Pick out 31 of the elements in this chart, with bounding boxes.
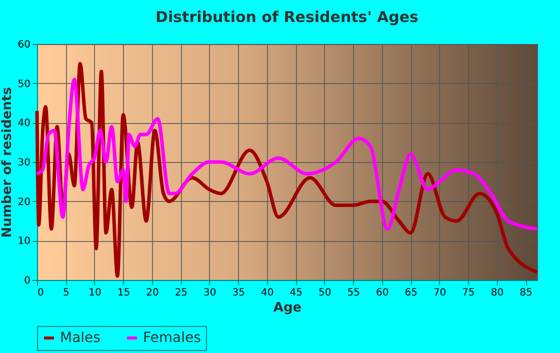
x-tick-label: 20 xyxy=(146,288,159,298)
line-series xyxy=(35,78,539,231)
x-tick-label: 10 xyxy=(88,288,102,298)
y-tick-label: 40 xyxy=(18,118,30,130)
x-tick-label: 65 xyxy=(404,288,418,298)
x-tick-label: 30 xyxy=(204,288,216,298)
x-tick-label: 70 xyxy=(433,288,446,298)
x-tick-label: 85 xyxy=(520,288,532,298)
x-tick-label: 35 xyxy=(232,288,246,298)
x-axis-title: Age xyxy=(273,300,302,316)
x-tick-label: 25 xyxy=(174,288,188,298)
x-tick-label: 50 xyxy=(318,288,332,298)
x-tick-label: 80 xyxy=(490,288,504,298)
x-tick-label: 5 xyxy=(63,288,70,298)
x-tick-label: 75 xyxy=(462,288,475,298)
legend-label: Females xyxy=(143,330,201,346)
x-tick-label: 55 xyxy=(347,288,360,298)
chart-title: Distribution of Residents' Ages xyxy=(156,8,419,26)
y-tick-label: 30 xyxy=(18,158,30,168)
x-tick-label: 45 xyxy=(290,288,302,298)
y-axis-title: Number of residents xyxy=(0,86,15,238)
x-tick-label: 40 xyxy=(261,288,274,298)
y-tick-label: 10 xyxy=(18,236,30,248)
x-tick-label: 0 xyxy=(38,288,44,298)
y-tick-label: 20 xyxy=(18,196,30,208)
x-tick-label: 15 xyxy=(117,288,130,298)
y-tick-label: 0 xyxy=(24,276,30,286)
y-tick-label: 60 xyxy=(18,40,30,50)
legend-label: Males xyxy=(60,330,100,346)
y-tick-label: 50 xyxy=(18,78,30,90)
x-tick-label: 60 xyxy=(376,288,389,298)
